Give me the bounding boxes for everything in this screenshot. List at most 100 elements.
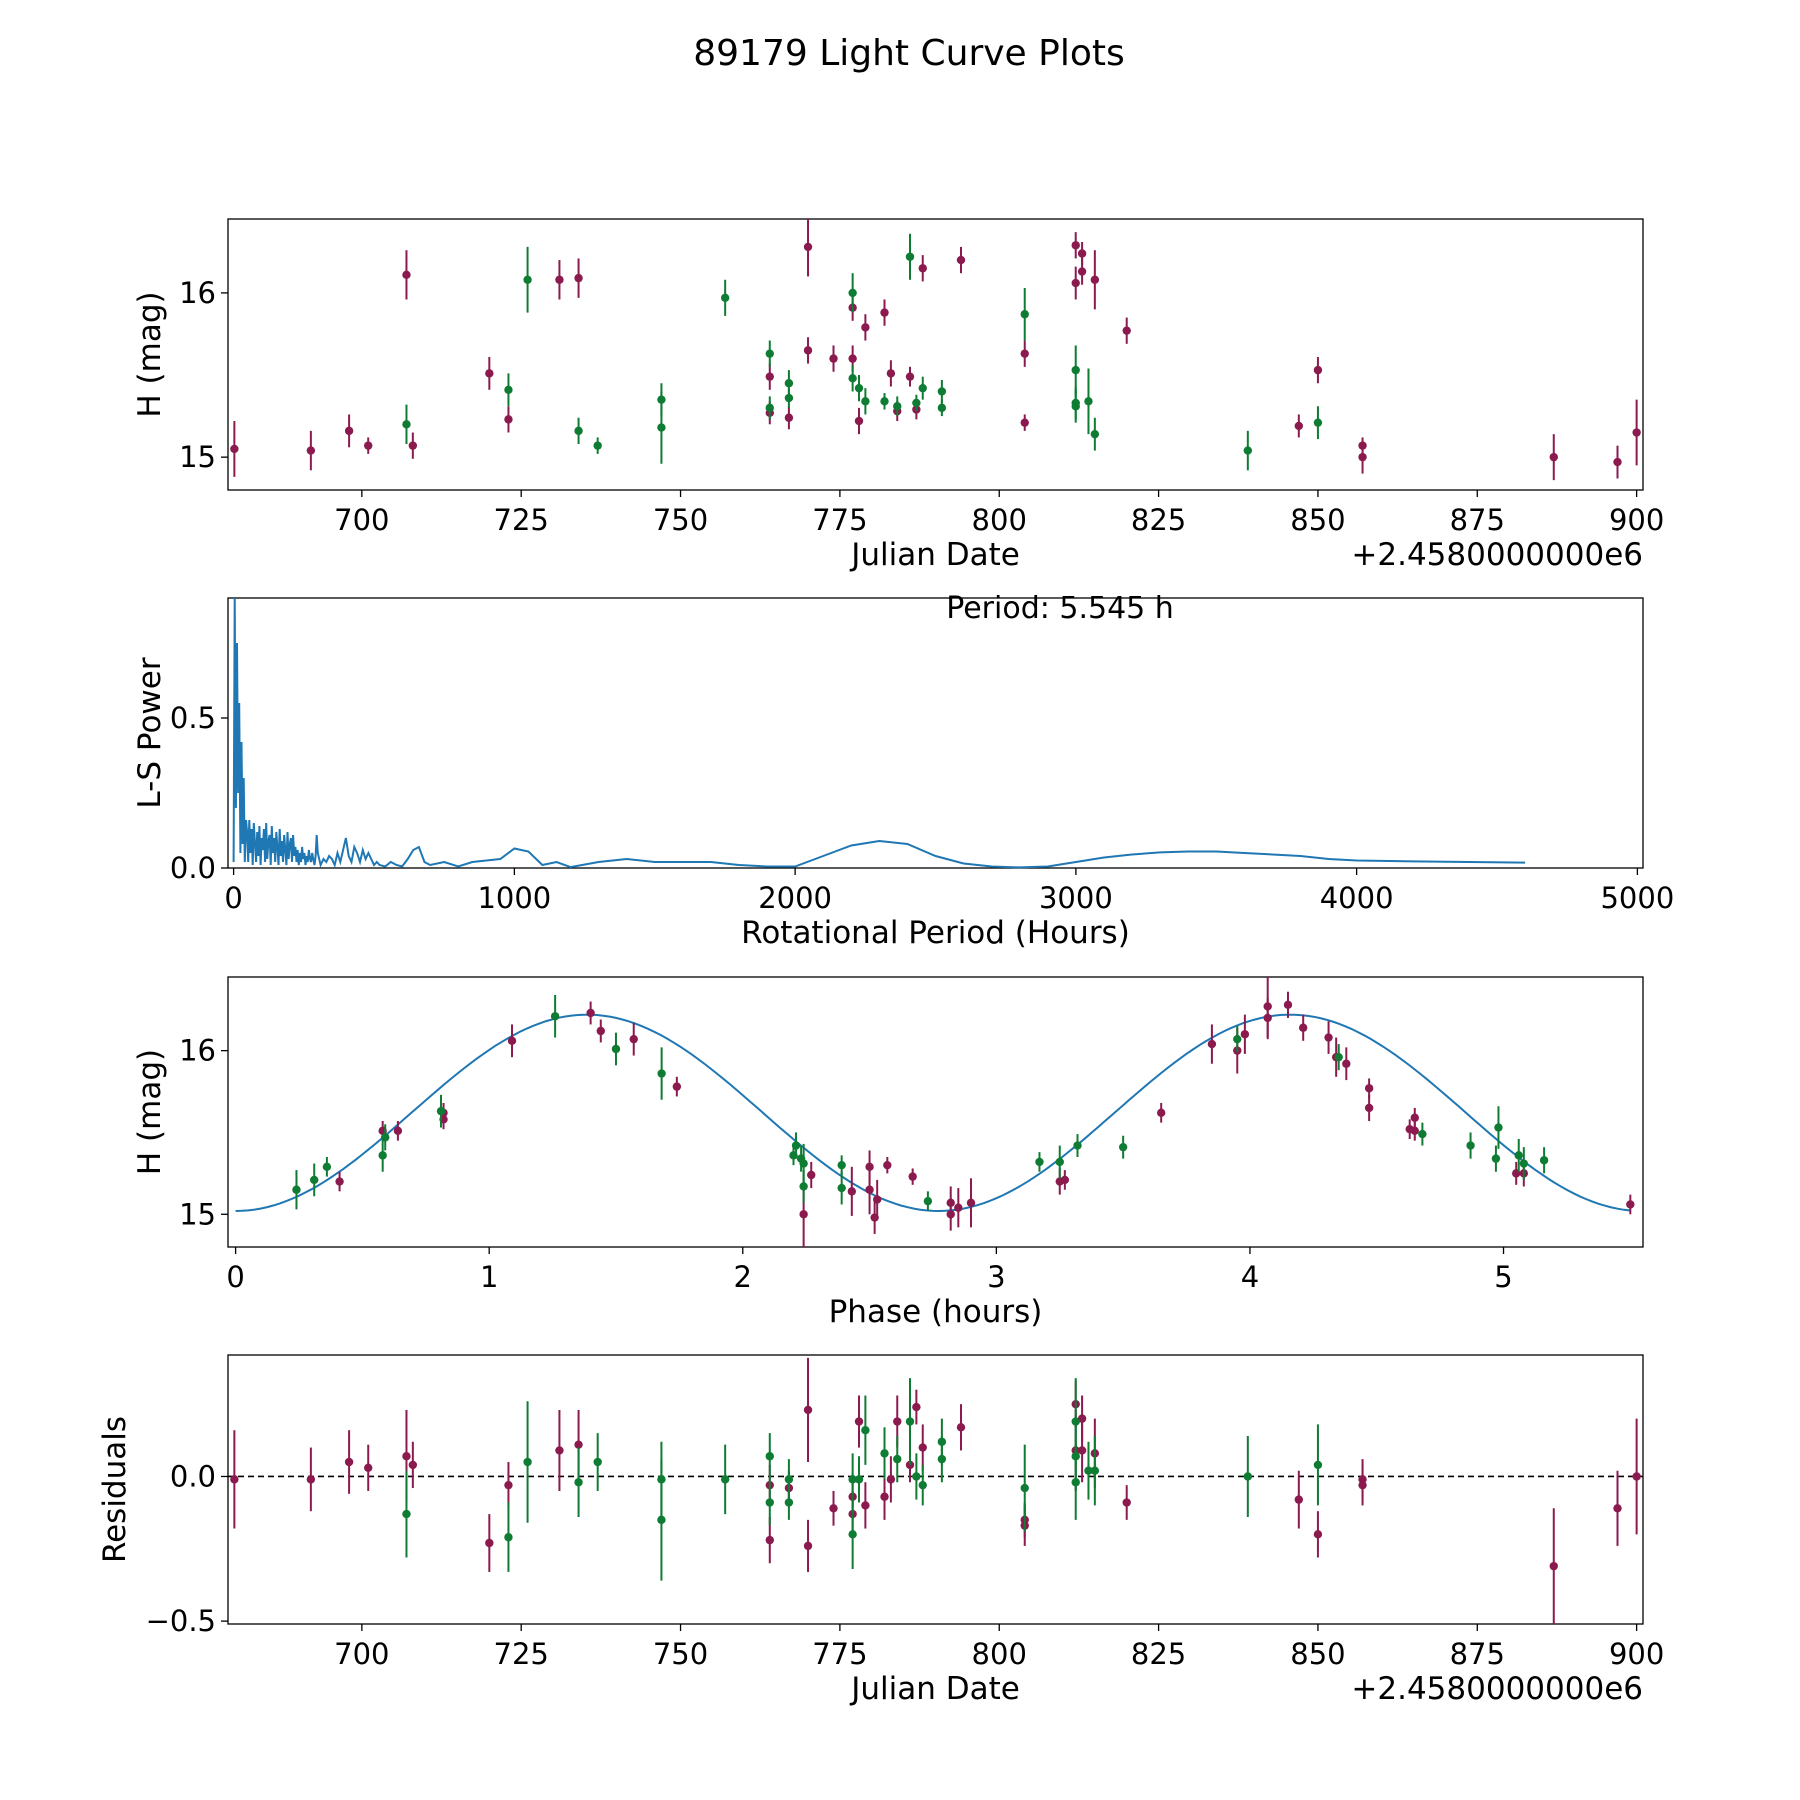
data-point [306, 1475, 316, 1484]
x-tick-label: 900 [1609, 503, 1664, 537]
series-filter-1 [335, 977, 1635, 1247]
x-offset-text: +2.4580000000e6 [1351, 537, 1643, 573]
data-point [803, 1405, 813, 1415]
data-point [230, 1475, 239, 1484]
data-point [322, 1162, 332, 1172]
data-point [629, 1034, 638, 1044]
data-point [1071, 1417, 1080, 1426]
data-point [854, 383, 864, 393]
x-tick-label: 2 [734, 1260, 752, 1294]
data-point [1122, 326, 1131, 335]
data-point [1514, 1151, 1523, 1160]
data-point [1313, 1460, 1323, 1470]
y-tick-label: 15 [179, 440, 216, 474]
data-point [937, 1454, 947, 1464]
data-point [1071, 241, 1080, 250]
data-point [803, 346, 813, 355]
data-point [848, 288, 857, 298]
data-point [672, 1082, 682, 1091]
data-point [504, 385, 513, 395]
data-point [1494, 1123, 1503, 1132]
data-point [918, 383, 927, 393]
x-tick-label: 750 [653, 503, 708, 537]
data-point [848, 1530, 857, 1539]
data-point [784, 1498, 794, 1507]
data-point [905, 252, 915, 261]
x-tick-label: 750 [653, 1637, 708, 1671]
data-point [1090, 275, 1100, 284]
data-point [1084, 397, 1093, 406]
y-tick-label: 0.0 [170, 1459, 216, 1493]
x-tick-label: 875 [1450, 503, 1505, 537]
data-point [1118, 1142, 1128, 1152]
data-point [880, 1449, 889, 1458]
data-point [402, 1452, 411, 1461]
data-point [1243, 446, 1253, 455]
data-point [923, 1196, 933, 1206]
data-point [586, 1008, 595, 1018]
data-point [611, 1044, 621, 1054]
data-point [408, 1460, 418, 1470]
data-point [1549, 452, 1558, 462]
data-point [657, 1069, 666, 1078]
data-point [883, 1160, 892, 1170]
x-tick-label: 1 [480, 1260, 498, 1294]
data-point [1020, 418, 1029, 427]
y-tick-label: 16 [179, 276, 216, 310]
series-filter-1 [230, 1357, 1641, 1624]
x-tick-label: 0 [226, 1260, 244, 1294]
data-point [657, 1515, 666, 1525]
data-point [335, 1177, 344, 1186]
data-point [436, 1106, 446, 1116]
data-point [912, 1472, 921, 1481]
x-tick-label: 775 [812, 1637, 867, 1671]
data-point [937, 387, 947, 396]
data-point [918, 1480, 927, 1490]
x-tick-label: 700 [334, 503, 389, 537]
data-point [905, 372, 915, 381]
y-axis-label: Residuals [97, 1416, 133, 1563]
data-point [1294, 421, 1304, 431]
data-point [765, 372, 774, 381]
data-point [1090, 429, 1100, 439]
data-point [555, 275, 564, 284]
x-tick-label: 825 [1131, 1637, 1186, 1671]
x-axis-label: Julian Date [849, 537, 1020, 573]
data-point [861, 323, 870, 332]
data-point [784, 413, 794, 422]
x-tick-label: 800 [972, 1637, 1027, 1671]
x-tick-label: 775 [812, 503, 867, 537]
data-point [918, 264, 927, 273]
data-point [861, 1501, 870, 1510]
data-point [918, 1443, 927, 1452]
data-point [1294, 1495, 1304, 1504]
data-point [485, 1538, 494, 1548]
data-point [1613, 1504, 1622, 1513]
data-point [1073, 1141, 1082, 1150]
data-point [865, 1185, 874, 1194]
y-tick-label: 15 [179, 1197, 216, 1231]
data-point [593, 1457, 602, 1467]
data-point [402, 270, 411, 280]
data-point [485, 369, 494, 378]
data-point [905, 1460, 915, 1470]
data-point [765, 1535, 774, 1545]
data-point [574, 1440, 583, 1449]
data-point [1077, 249, 1087, 258]
data-point [912, 398, 921, 408]
data-point [292, 1185, 301, 1194]
data-point [886, 1475, 896, 1484]
x-axis-label: Julian Date [849, 1671, 1020, 1707]
data-point [1313, 365, 1323, 375]
data-point [1410, 1113, 1419, 1122]
data-point [848, 374, 857, 383]
data-point [937, 403, 947, 413]
data-point [1324, 1033, 1333, 1042]
data-point [1313, 418, 1323, 427]
data-point [912, 1402, 921, 1412]
panel-residuals: 700 725 750 775 800 825 850 875 900 0.0 −0.5 Julian… [97, 1354, 1664, 1707]
panel-phased-curve: 0 1 2 3 4 5 15 16 Phase (hours) H (mag) [132, 976, 1644, 1330]
data-point [574, 273, 583, 283]
